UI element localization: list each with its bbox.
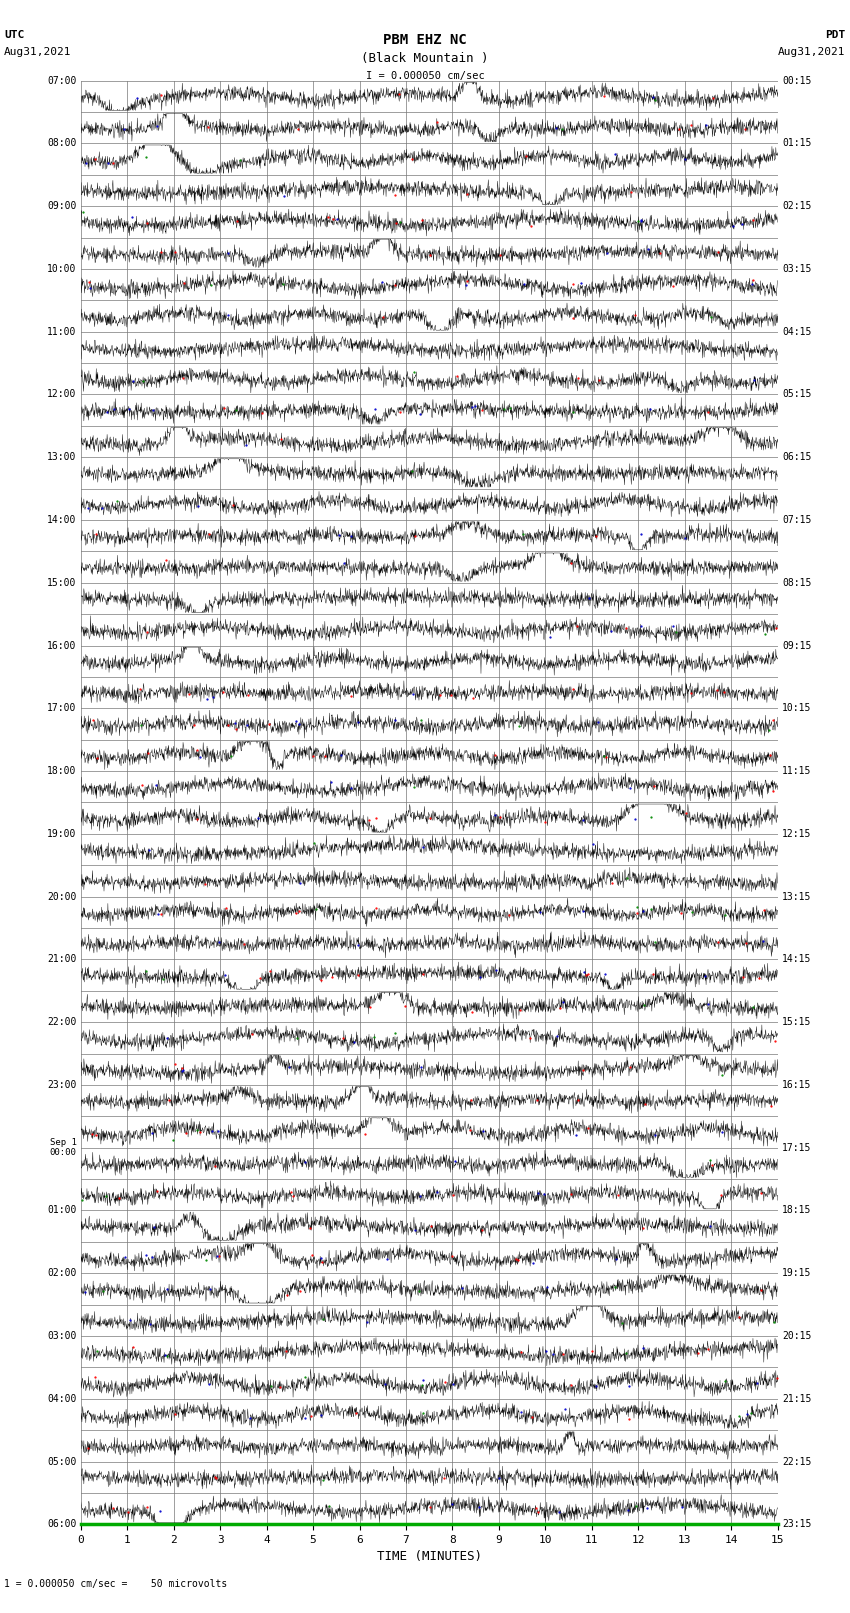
Text: 23:00: 23:00 bbox=[47, 1081, 76, 1090]
X-axis label: TIME (MINUTES): TIME (MINUTES) bbox=[377, 1550, 482, 1563]
Text: 12:15: 12:15 bbox=[782, 829, 812, 839]
Text: 15:00: 15:00 bbox=[47, 577, 76, 587]
Text: 05:00: 05:00 bbox=[47, 1457, 76, 1466]
Text: 08:00: 08:00 bbox=[47, 139, 76, 148]
Text: 22:15: 22:15 bbox=[782, 1457, 812, 1466]
Text: 04:15: 04:15 bbox=[782, 327, 812, 337]
Text: I = 0.000050 cm/sec: I = 0.000050 cm/sec bbox=[366, 71, 484, 81]
Text: 11:15: 11:15 bbox=[782, 766, 812, 776]
Text: (Black Mountain ): (Black Mountain ) bbox=[361, 52, 489, 65]
Text: 08:15: 08:15 bbox=[782, 577, 812, 587]
Text: 16:15: 16:15 bbox=[782, 1081, 812, 1090]
Text: 02:00: 02:00 bbox=[47, 1268, 76, 1277]
Text: PBM EHZ NC: PBM EHZ NC bbox=[383, 34, 467, 47]
Text: 06:00: 06:00 bbox=[47, 1519, 76, 1529]
Text: Aug31,2021: Aug31,2021 bbox=[779, 47, 846, 56]
Text: 14:00: 14:00 bbox=[47, 515, 76, 524]
Text: Aug31,2021: Aug31,2021 bbox=[4, 47, 71, 56]
Text: 12:00: 12:00 bbox=[47, 389, 76, 400]
Text: 10:00: 10:00 bbox=[47, 265, 76, 274]
Text: 03:00: 03:00 bbox=[47, 1331, 76, 1340]
Text: 05:15: 05:15 bbox=[782, 389, 812, 400]
Text: 23:15: 23:15 bbox=[782, 1519, 812, 1529]
Text: 00:15: 00:15 bbox=[782, 76, 812, 85]
Text: 14:15: 14:15 bbox=[782, 955, 812, 965]
Text: Sep 1
00:00: Sep 1 00:00 bbox=[49, 1139, 76, 1158]
Text: 09:00: 09:00 bbox=[47, 202, 76, 211]
Text: 16:00: 16:00 bbox=[47, 640, 76, 650]
Text: 21:00: 21:00 bbox=[47, 955, 76, 965]
Text: 09:15: 09:15 bbox=[782, 640, 812, 650]
Text: 17:15: 17:15 bbox=[782, 1142, 812, 1153]
Text: 04:00: 04:00 bbox=[47, 1394, 76, 1403]
Text: 11:00: 11:00 bbox=[47, 327, 76, 337]
Text: 22:00: 22:00 bbox=[47, 1018, 76, 1027]
Text: UTC: UTC bbox=[4, 31, 25, 40]
Text: 06:15: 06:15 bbox=[782, 452, 812, 463]
Text: 19:00: 19:00 bbox=[47, 829, 76, 839]
Text: 07:15: 07:15 bbox=[782, 515, 812, 524]
Text: 07:00: 07:00 bbox=[47, 76, 76, 85]
Text: 18:15: 18:15 bbox=[782, 1205, 812, 1216]
Text: 1 = 0.000050 cm/sec =    50 microvolts: 1 = 0.000050 cm/sec = 50 microvolts bbox=[4, 1579, 228, 1589]
Text: 17:00: 17:00 bbox=[47, 703, 76, 713]
Text: 18:00: 18:00 bbox=[47, 766, 76, 776]
Text: 13:00: 13:00 bbox=[47, 452, 76, 463]
Text: 15:15: 15:15 bbox=[782, 1018, 812, 1027]
Text: 19:15: 19:15 bbox=[782, 1268, 812, 1277]
Text: PDT: PDT bbox=[825, 31, 846, 40]
Text: 01:00: 01:00 bbox=[47, 1205, 76, 1216]
Text: 03:15: 03:15 bbox=[782, 265, 812, 274]
Text: 21:15: 21:15 bbox=[782, 1394, 812, 1403]
Text: 20:00: 20:00 bbox=[47, 892, 76, 902]
Text: 20:15: 20:15 bbox=[782, 1331, 812, 1340]
Text: 02:15: 02:15 bbox=[782, 202, 812, 211]
Text: 10:15: 10:15 bbox=[782, 703, 812, 713]
Text: 13:15: 13:15 bbox=[782, 892, 812, 902]
Text: 01:15: 01:15 bbox=[782, 139, 812, 148]
